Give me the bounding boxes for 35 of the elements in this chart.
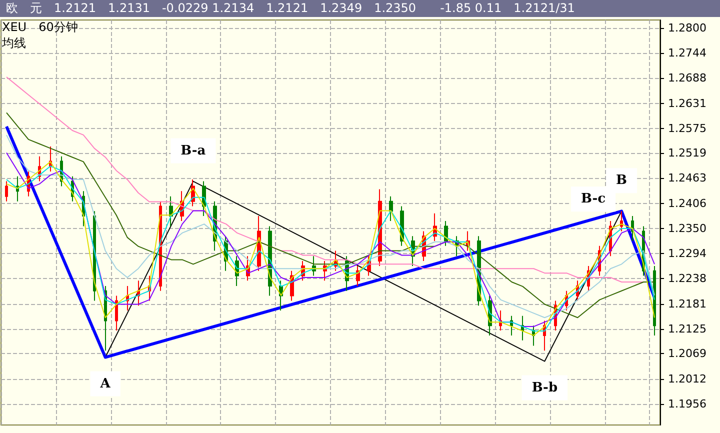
annotation: XEU 60分钟 [2, 20, 78, 34]
y-tick-label: 1.2575 [668, 122, 706, 135]
y-tick-label: 1.2800 [668, 22, 706, 35]
candlestick [115, 295, 118, 332]
y-tick-label: 1.2406 [668, 197, 706, 210]
data-label: B-a [180, 143, 206, 158]
y-tick-label: 1.2688 [668, 71, 706, 84]
candlestick [5, 180, 8, 202]
candlestick [389, 196, 393, 222]
y-tick-label: 1.2125 [668, 322, 706, 336]
data-label: B [616, 173, 628, 188]
y-tick-label: 1.2181 [668, 297, 706, 310]
chart-title: 欧 元 1.2121 1.2131 -0.0229 1.2134 1.2121 1.2349 1.2350 -1.85 0.11 1.2121/31 [0, 0, 720, 17]
y-tick-label: 1.2463 [668, 172, 706, 185]
data-label: B-c [581, 192, 606, 207]
y-tick-label: 1.2350 [668, 222, 706, 236]
y-tick-label: 1.2294 [668, 246, 706, 260]
candlestick [16, 176, 19, 202]
y-tick-label: 1.2238 [668, 272, 706, 285]
candlestick [126, 285, 129, 311]
data-label: B-b [532, 380, 558, 396]
y-tick-label: 1.2012 [668, 372, 706, 386]
candlestick [137, 280, 140, 306]
y-tick-label: 1.1956 [668, 398, 706, 411]
candlestick [510, 315, 513, 336]
candlestick [169, 196, 173, 227]
candlestick [620, 210, 623, 232]
y-tick-label: 1.2519 [668, 146, 706, 160]
y-tick-label: 1.2744 [668, 46, 706, 60]
data-label: A [99, 376, 112, 392]
candlestick [521, 315, 524, 341]
y-tick-label: 1.2631 [668, 96, 706, 110]
y-tick-label: 1.2069 [668, 347, 706, 360]
annotation: 均线 [1, 36, 26, 50]
candlestick [444, 220, 448, 246]
